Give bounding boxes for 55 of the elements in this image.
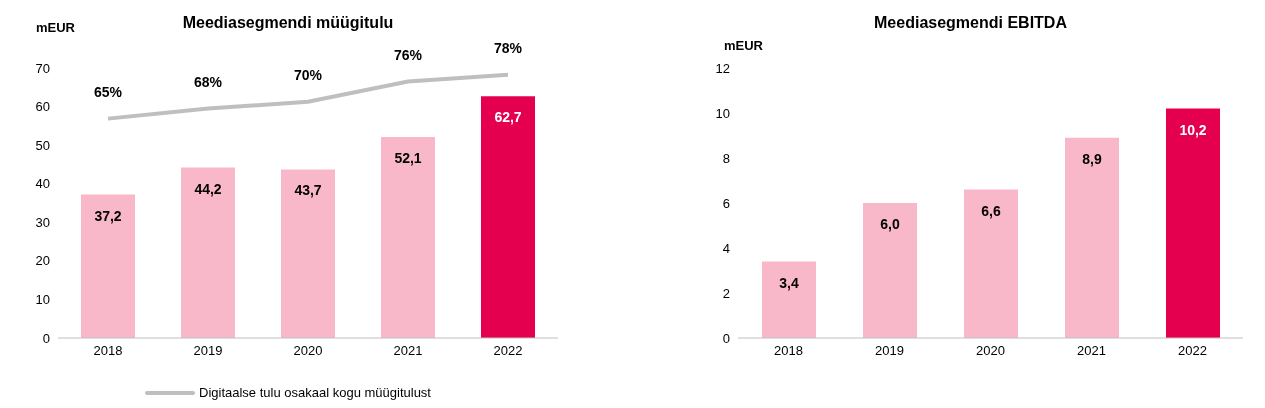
legend-label: Digitaalse tulu osakaal kogu müügitulust	[198, 385, 431, 400]
data-label: 43,7	[294, 182, 322, 199]
y-tick-label: 4	[722, 240, 730, 256]
chart-title: Meediasegmendi EBITDA	[873, 14, 1068, 32]
x-tick-label: 2021	[1077, 343, 1106, 359]
x-tick-label: 2020	[293, 343, 323, 359]
bar	[81, 194, 135, 338]
bar	[1065, 137, 1119, 338]
y-tick-label: 10	[35, 292, 50, 308]
y-axis-title: mEUR	[724, 38, 764, 53]
y-tick-label: 70	[35, 60, 50, 76]
y-tick-label: 6	[722, 195, 730, 211]
y-tick-label: 10	[715, 105, 730, 121]
x-tick-label: 2018	[93, 343, 123, 359]
y-tick-label: 8	[722, 150, 730, 166]
y-tick-label: 2	[722, 285, 730, 301]
y-tick-label: 60	[35, 99, 50, 115]
data-label: 76%	[393, 46, 423, 63]
data-label: 44,2	[194, 180, 222, 197]
data-label: 65%	[93, 83, 123, 100]
y-tick-label: 30	[35, 214, 50, 230]
bar	[381, 137, 435, 338]
data-label: 3,4	[779, 274, 799, 291]
bar	[1166, 108, 1220, 338]
x-tick-label: 2018	[774, 343, 803, 359]
bar	[964, 189, 1018, 338]
data-label: 52,1	[394, 150, 422, 167]
bar	[762, 261, 816, 338]
x-tick-label: 2021	[393, 343, 423, 359]
data-label: 70%	[293, 66, 323, 83]
data-label: 6,0	[880, 216, 900, 232]
data-label: 78%	[493, 39, 523, 56]
data-label: 68%	[193, 73, 223, 90]
bar	[481, 96, 535, 338]
data-label: 62,7	[494, 109, 522, 126]
chart-title: Meediasegmendi müügitulu	[182, 14, 394, 31]
bar	[863, 203, 917, 338]
y-tick-label: 20	[35, 253, 50, 269]
x-tick-label: 2022	[1178, 343, 1207, 359]
y-tick-label: 12	[715, 60, 730, 76]
bar	[181, 167, 235, 338]
y-axis-title: mEUR	[36, 20, 76, 35]
data-label: 6,6	[981, 202, 1001, 219]
x-tick-label: 2019	[193, 343, 223, 359]
bar	[281, 169, 335, 338]
x-tick-label: 2022	[493, 343, 523, 359]
x-tick-label: 2020	[976, 343, 1005, 359]
y-tick-label: 0	[42, 330, 50, 346]
data-label: 10,2	[1179, 121, 1207, 138]
y-tick-label: 50	[35, 137, 50, 153]
y-tick-label: 0	[722, 330, 730, 346]
data-label: 8,9	[1082, 150, 1102, 167]
y-tick-label: 40	[35, 176, 50, 192]
data-label: 37,2	[94, 207, 122, 224]
x-tick-label: 2019	[875, 343, 904, 359]
